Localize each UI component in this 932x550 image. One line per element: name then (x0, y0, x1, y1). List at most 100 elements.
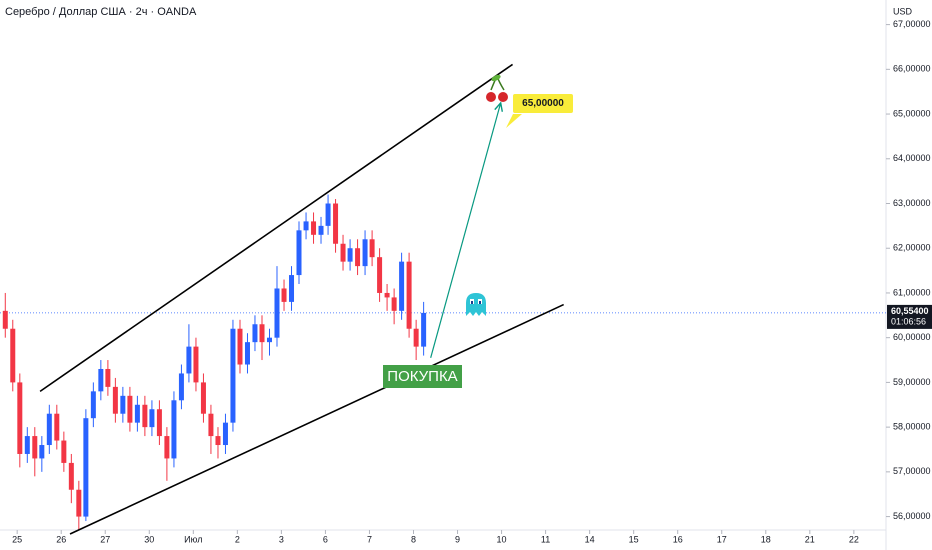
y-tick-label: 59,00000 (893, 377, 931, 387)
candle-body (83, 418, 89, 517)
candle-body (215, 436, 221, 446)
candle-body (149, 409, 155, 428)
x-tick-label: 27 (100, 534, 110, 544)
x-tick-label: 26 (56, 534, 66, 544)
candle-body (142, 404, 148, 428)
currency: USD (893, 6, 913, 16)
y-tick-label: 67,00000 (893, 19, 931, 29)
candle-body (421, 312, 427, 347)
candle-body (244, 342, 250, 365)
last-price-label: 60,55400 (891, 306, 929, 316)
x-tick-label: 9 (455, 534, 460, 544)
chart-title: Серебро / Доллар США · 2ч · OANDA (5, 6, 197, 18)
x-tick-label: 16 (673, 534, 683, 544)
candle-body (347, 248, 353, 262)
target-pointer (506, 114, 522, 129)
candle-body (377, 257, 383, 293)
countdown: 01:06:56 (891, 316, 926, 326)
candle-body (384, 292, 390, 298)
candle-body (406, 261, 412, 329)
y-tick-label: 58,00000 (893, 422, 931, 432)
candle-body (311, 221, 317, 235)
candle-body (105, 368, 111, 387)
trend-line (69, 303, 564, 535)
arrow (430, 102, 502, 358)
y-tick-label: 63,00000 (893, 198, 931, 208)
x-tick-label: 6 (323, 534, 328, 544)
candle-body (193, 346, 199, 383)
candle-body (399, 261, 405, 311)
x-tick-label: Июл (184, 534, 202, 544)
candle-body (90, 391, 96, 419)
candle-body (318, 225, 324, 235)
candle-body (333, 203, 339, 244)
candle-body (134, 404, 140, 423)
plot: 56,00000 57,00000 58,00000 59,00000 60,00000… (0, 19, 932, 544)
y-tick-label: 66,00000 (893, 64, 931, 74)
candle-body (200, 382, 206, 414)
y-tick-label: 61,00000 (893, 287, 931, 297)
candle-body (76, 489, 82, 517)
x-tick-label: 3 (279, 534, 284, 544)
x-tick-label: 10 (497, 534, 507, 544)
arrow-head (494, 101, 504, 112)
target-label: 65,00000 (522, 98, 564, 109)
candle-body (98, 368, 104, 392)
candle-body (46, 413, 52, 446)
candle-body (112, 386, 118, 414)
candle-body (252, 324, 258, 343)
x-tick-label: 8 (411, 534, 416, 544)
candle-body (325, 203, 331, 226)
y-tick-label: 57,00000 (893, 466, 931, 476)
candle-body (208, 413, 214, 437)
candle-body (391, 297, 397, 311)
candle-body (127, 395, 133, 423)
candle-body (61, 440, 67, 463)
y-tick-label: 65,00000 (893, 108, 931, 118)
candle-body (156, 409, 162, 437)
x-tick-label: 15 (629, 534, 639, 544)
candle-body (68, 462, 74, 490)
x-tick-label: 11 (541, 534, 550, 544)
candle-body (120, 395, 126, 414)
x-tick-label: 18 (761, 534, 771, 544)
y-tick-label: 60,00000 (893, 332, 931, 342)
candle-body (17, 382, 23, 454)
x-tick-label: 25 (12, 534, 22, 544)
trend-line (39, 63, 514, 393)
candle-body (355, 248, 361, 267)
candle-body (303, 221, 309, 231)
candle-body (171, 400, 177, 459)
candle-body (10, 328, 16, 383)
candle-body (340, 243, 346, 262)
candle-body (2, 310, 8, 329)
cherry-icon (486, 74, 508, 102)
x-tick-label: 14 (585, 534, 595, 544)
y-tick-label: 64,00000 (893, 153, 931, 163)
candle-body (164, 436, 170, 459)
y-tick-label: 62,00000 (893, 243, 931, 253)
x-tick-label: 30 (144, 534, 154, 544)
x-tick-label: 7 (367, 534, 372, 544)
candle-body (39, 445, 45, 459)
buy-label-box (383, 365, 462, 388)
candle-body (413, 328, 419, 347)
candle-body (266, 337, 272, 343)
last-price-box (887, 304, 932, 329)
x-tick-label: 2 (235, 534, 240, 544)
candle-body (24, 436, 30, 454)
buy-label: ПОКУПКА (387, 368, 457, 385)
candle-body (274, 288, 280, 338)
ghost-icon (466, 293, 486, 316)
candle-body (237, 328, 243, 365)
y-tick-label: 56,00000 (893, 511, 931, 521)
candle-body (289, 275, 295, 302)
candle-body (186, 346, 192, 374)
x-tick-label: 22 (849, 534, 859, 544)
candle-body (32, 436, 38, 459)
candle-body (222, 422, 228, 446)
candle-body (362, 239, 368, 267)
target-box (513, 94, 573, 114)
